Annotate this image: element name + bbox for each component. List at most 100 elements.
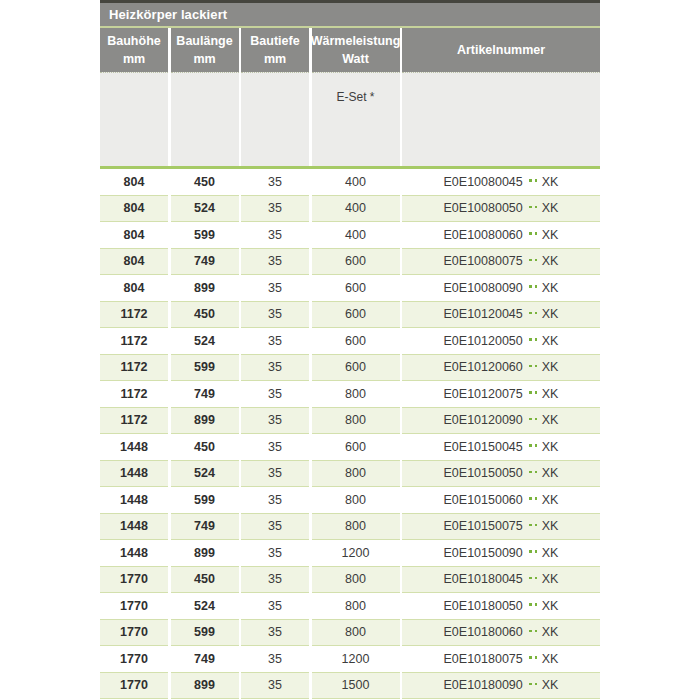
artikel-code: E0E10080075 — [444, 254, 523, 268]
cell-artikelnummer: E0E10150045 XK — [402, 434, 600, 461]
cell-baulaenge: 599 — [171, 222, 239, 249]
cell-watt: 800 — [312, 487, 400, 514]
cell-artikelnummer: E0E10180045 XK — [402, 567, 600, 594]
artikel-code: E0E10120050 — [444, 334, 523, 348]
artikel-suffix: XK — [542, 387, 559, 401]
cell-bautiefe: 35 — [241, 540, 309, 567]
artikel-code: E0E10150090 — [444, 546, 523, 560]
table-row: 804 450 35 400 E0E10080045 XK — [100, 169, 600, 196]
cell-artikelnummer: E0E10080045 XK — [402, 169, 600, 196]
cell-bauhoehe: 1172 — [100, 381, 168, 408]
cell-baulaenge: 524 — [171, 593, 239, 620]
cell-baulaenge: 899 — [171, 673, 239, 700]
cell-watt: 800 — [312, 381, 400, 408]
artikel-placeholder-dots — [528, 471, 539, 477]
artikel-suffix: XK — [542, 572, 559, 586]
table-row: 1770 450 35 800 E0E10180045 XK — [100, 567, 600, 594]
cell-baulaenge: 599 — [171, 487, 239, 514]
artikel-placeholder-dots — [528, 603, 539, 609]
cell-bautiefe: 35 — [241, 567, 309, 594]
column-header-baulaenge: Baulänge mm — [171, 28, 239, 72]
cell-watt: 1500 — [312, 673, 400, 700]
artikel-placeholder-dots — [528, 630, 539, 636]
cell-bautiefe: 35 — [241, 355, 309, 382]
subheader-cell-empty — [100, 72, 168, 166]
artikel-placeholder-dots — [528, 259, 539, 265]
cell-bauhoehe: 1448 — [100, 514, 168, 541]
table-row: 804 749 35 600 E0E10080075 XK — [100, 249, 600, 276]
artikel-placeholder-dots — [528, 365, 539, 371]
table-row: 1172 749 35 800 E0E10120075 XK — [100, 381, 600, 408]
table-header-row: Bauhöhe mm Baulänge mm Bautiefe mm Wärme… — [100, 28, 600, 72]
cell-bautiefe: 35 — [241, 196, 309, 223]
cell-watt: 600 — [312, 355, 400, 382]
artikel-code: E0E10150045 — [444, 440, 523, 454]
artikel-placeholder-dots — [528, 338, 539, 344]
cell-bauhoehe: 804 — [100, 169, 168, 196]
cell-baulaenge: 524 — [171, 461, 239, 488]
cell-watt: 1200 — [312, 646, 400, 673]
column-label: Bauhöhe — [107, 32, 160, 50]
table-row: 804 899 35 600 E0E10080090 XK — [100, 275, 600, 302]
artikel-placeholder-dots — [528, 391, 539, 397]
cell-bautiefe: 35 — [241, 275, 309, 302]
artikel-placeholder-dots — [528, 656, 539, 662]
cell-watt: 600 — [312, 275, 400, 302]
artikel-placeholder-dots — [528, 312, 539, 318]
column-header-waermeleistung: Wärmeleistung Watt — [312, 28, 400, 72]
cell-artikelnummer: E0E10080090 XK — [402, 275, 600, 302]
artikel-suffix: XK — [542, 281, 559, 295]
table-row: 1770 899 35 1500 E0E10180090 XK — [100, 673, 600, 700]
column-unit: Watt — [342, 50, 369, 68]
product-table: Heizkörper lackiert Bauhöhe mm Baulänge … — [100, 0, 600, 700]
cell-bautiefe: 35 — [241, 381, 309, 408]
artikel-placeholder-dots — [528, 524, 539, 530]
cell-watt: 400 — [312, 196, 400, 223]
cell-bautiefe: 35 — [241, 620, 309, 647]
artikel-code: E0E10120045 — [444, 307, 523, 321]
artikel-code: E0E10080050 — [444, 201, 523, 215]
cell-bauhoehe: 1770 — [100, 620, 168, 647]
cell-bauhoehe: 1172 — [100, 302, 168, 329]
column-header-artikelnummer: Artikelnummer — [402, 28, 600, 72]
cell-bauhoehe: 804 — [100, 222, 168, 249]
cell-artikelnummer: E0E10080050 XK — [402, 196, 600, 223]
cell-bautiefe: 35 — [241, 593, 309, 620]
cell-bauhoehe: 1770 — [100, 646, 168, 673]
artikel-suffix: XK — [542, 652, 559, 666]
subheader-eset-label: E-Set * — [312, 72, 400, 166]
cell-artikelnummer: E0E10150090 XK — [402, 540, 600, 567]
cell-baulaenge: 450 — [171, 567, 239, 594]
cell-baulaenge: 899 — [171, 540, 239, 567]
table-row: 1172 899 35 800 E0E10120090 XK — [100, 408, 600, 435]
cell-watt: 800 — [312, 593, 400, 620]
cell-bauhoehe: 1172 — [100, 328, 168, 355]
artikel-suffix: XK — [542, 519, 559, 533]
subheader-cell-empty — [171, 72, 239, 166]
column-unit: mm — [123, 50, 145, 68]
artikel-code: E0E10180060 — [444, 625, 523, 639]
artikel-code: E0E10180090 — [444, 678, 523, 692]
artikel-code: E0E10150075 — [444, 519, 523, 533]
artikel-code: E0E10120075 — [444, 387, 523, 401]
cell-bauhoehe: 804 — [100, 275, 168, 302]
cell-baulaenge: 524 — [171, 328, 239, 355]
cell-watt: 800 — [312, 620, 400, 647]
cell-watt: 600 — [312, 302, 400, 329]
cell-bauhoehe: 1448 — [100, 434, 168, 461]
cell-bautiefe: 35 — [241, 222, 309, 249]
artikel-suffix: XK — [542, 334, 559, 348]
cell-bauhoehe: 1770 — [100, 567, 168, 594]
table-row: 1448 899 35 1200 E0E10150090 XK — [100, 540, 600, 567]
cell-baulaenge: 749 — [171, 249, 239, 276]
cell-artikelnummer: E0E10120045 XK — [402, 302, 600, 329]
cell-bauhoehe: 1770 — [100, 673, 168, 700]
cell-bautiefe: 35 — [241, 302, 309, 329]
cell-bauhoehe: 1448 — [100, 487, 168, 514]
cell-bautiefe: 35 — [241, 646, 309, 673]
cell-artikelnummer: E0E10150060 XK — [402, 487, 600, 514]
artikel-code: E0E10080060 — [444, 228, 523, 242]
artikel-placeholder-dots — [528, 683, 539, 689]
table-row: 1770 524 35 800 E0E10180050 XK — [100, 593, 600, 620]
table-title: Heizkörper lackiert — [100, 3, 600, 26]
